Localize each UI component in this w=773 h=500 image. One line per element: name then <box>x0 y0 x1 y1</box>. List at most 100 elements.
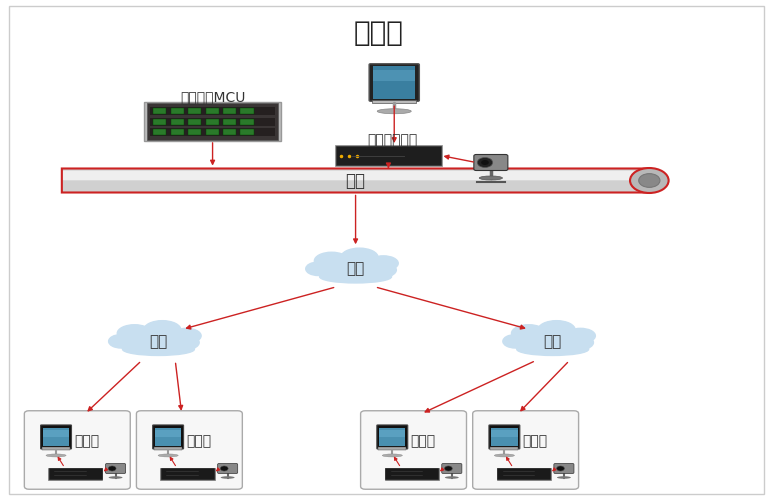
Ellipse shape <box>503 334 528 348</box>
Ellipse shape <box>341 248 378 267</box>
FancyBboxPatch shape <box>373 100 416 103</box>
FancyBboxPatch shape <box>171 118 184 124</box>
Ellipse shape <box>538 320 575 340</box>
FancyBboxPatch shape <box>206 108 219 114</box>
FancyBboxPatch shape <box>474 154 508 170</box>
FancyBboxPatch shape <box>223 118 236 124</box>
FancyBboxPatch shape <box>105 464 125 473</box>
FancyBboxPatch shape <box>144 102 281 141</box>
Text: 视频会诿MCU: 视频会诿MCU <box>180 90 245 104</box>
Ellipse shape <box>109 334 134 348</box>
FancyBboxPatch shape <box>153 108 166 114</box>
Text: 视频会诿终端: 视频会诿终端 <box>367 133 417 147</box>
FancyBboxPatch shape <box>154 448 182 450</box>
FancyBboxPatch shape <box>161 468 214 479</box>
FancyBboxPatch shape <box>380 430 405 437</box>
FancyBboxPatch shape <box>188 129 201 135</box>
FancyBboxPatch shape <box>150 128 275 136</box>
Text: 分会场: 分会场 <box>523 434 548 448</box>
Ellipse shape <box>117 324 152 342</box>
Circle shape <box>630 168 669 193</box>
Ellipse shape <box>495 454 515 457</box>
Text: 网络: 网络 <box>149 334 168 349</box>
FancyBboxPatch shape <box>380 428 405 446</box>
FancyBboxPatch shape <box>384 468 439 479</box>
FancyBboxPatch shape <box>373 66 415 99</box>
Ellipse shape <box>320 270 392 283</box>
Text: 网络: 网络 <box>543 334 562 349</box>
FancyBboxPatch shape <box>336 146 441 165</box>
FancyBboxPatch shape <box>136 411 243 489</box>
Circle shape <box>557 466 564 471</box>
Text: 分会场: 分会场 <box>410 434 436 448</box>
FancyBboxPatch shape <box>63 170 649 180</box>
Circle shape <box>108 466 116 471</box>
FancyBboxPatch shape <box>206 118 219 124</box>
Ellipse shape <box>445 476 459 479</box>
FancyBboxPatch shape <box>161 468 213 479</box>
FancyBboxPatch shape <box>240 118 254 124</box>
FancyBboxPatch shape <box>473 411 578 489</box>
FancyBboxPatch shape <box>153 118 166 124</box>
Ellipse shape <box>512 330 594 354</box>
FancyBboxPatch shape <box>153 129 166 135</box>
Ellipse shape <box>158 454 178 457</box>
FancyBboxPatch shape <box>553 464 574 473</box>
Text: 主会场: 主会场 <box>354 18 404 46</box>
FancyBboxPatch shape <box>171 108 184 114</box>
Text: 网络: 网络 <box>346 172 366 190</box>
FancyBboxPatch shape <box>171 129 184 135</box>
FancyBboxPatch shape <box>150 118 275 126</box>
FancyBboxPatch shape <box>240 108 254 114</box>
Circle shape <box>220 466 228 471</box>
Ellipse shape <box>117 330 199 354</box>
FancyBboxPatch shape <box>335 145 442 166</box>
FancyBboxPatch shape <box>492 430 518 437</box>
Ellipse shape <box>315 252 349 270</box>
Ellipse shape <box>108 476 122 479</box>
Ellipse shape <box>172 328 201 343</box>
Ellipse shape <box>383 454 403 457</box>
FancyBboxPatch shape <box>43 428 70 446</box>
FancyBboxPatch shape <box>62 168 649 192</box>
FancyBboxPatch shape <box>373 70 415 81</box>
FancyBboxPatch shape <box>155 430 181 437</box>
FancyBboxPatch shape <box>442 464 462 473</box>
FancyBboxPatch shape <box>150 107 275 116</box>
FancyBboxPatch shape <box>153 425 184 449</box>
Text: 分会场: 分会场 <box>186 434 212 448</box>
FancyBboxPatch shape <box>360 411 467 489</box>
FancyBboxPatch shape <box>240 129 254 135</box>
Text: 分会场: 分会场 <box>74 434 100 448</box>
Ellipse shape <box>122 343 195 355</box>
Ellipse shape <box>377 109 411 114</box>
FancyBboxPatch shape <box>223 108 236 114</box>
FancyBboxPatch shape <box>489 425 519 449</box>
FancyBboxPatch shape <box>25 411 130 489</box>
FancyBboxPatch shape <box>48 468 102 479</box>
Ellipse shape <box>557 476 570 479</box>
FancyBboxPatch shape <box>49 468 102 479</box>
FancyBboxPatch shape <box>490 448 519 450</box>
FancyBboxPatch shape <box>43 448 70 450</box>
Ellipse shape <box>46 454 66 457</box>
FancyBboxPatch shape <box>385 468 438 479</box>
Ellipse shape <box>479 176 502 180</box>
Ellipse shape <box>517 343 589 355</box>
Ellipse shape <box>315 258 397 282</box>
Ellipse shape <box>512 324 546 342</box>
Circle shape <box>477 158 492 168</box>
Circle shape <box>444 466 452 471</box>
FancyBboxPatch shape <box>377 425 408 449</box>
Ellipse shape <box>369 256 398 270</box>
FancyBboxPatch shape <box>379 448 407 450</box>
FancyBboxPatch shape <box>147 102 278 140</box>
FancyBboxPatch shape <box>497 468 551 479</box>
FancyBboxPatch shape <box>223 129 236 135</box>
FancyBboxPatch shape <box>155 428 181 446</box>
FancyBboxPatch shape <box>492 428 518 446</box>
Text: 网络: 网络 <box>346 262 365 276</box>
FancyBboxPatch shape <box>43 430 70 437</box>
FancyBboxPatch shape <box>369 64 419 101</box>
FancyBboxPatch shape <box>218 464 238 473</box>
